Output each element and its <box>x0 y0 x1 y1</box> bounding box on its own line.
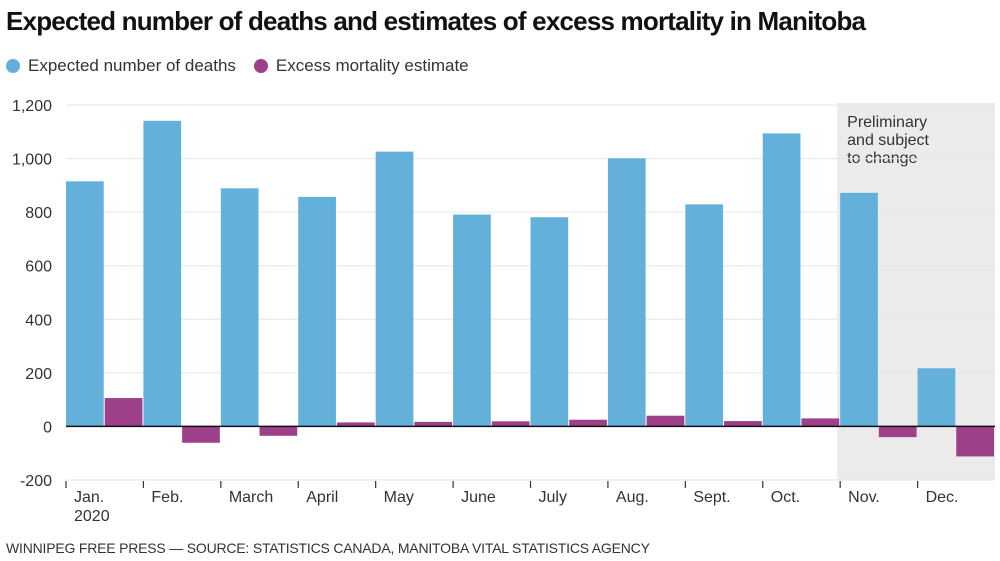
expected-deaths-bar <box>762 133 801 427</box>
expected-deaths-bar <box>375 151 414 427</box>
expected-deaths-bar <box>685 204 724 427</box>
source-credit: WINNIPEG FREE PRESS — SOURCE: STATISTICS… <box>6 540 650 556</box>
preliminary-annotation-line: Preliminary <box>847 114 927 131</box>
excess-mortality-bar <box>801 418 840 427</box>
x-tick-label: Aug. <box>616 489 649 506</box>
x-tick-label: Feb. <box>151 489 183 506</box>
legend-item-excess: Excess mortality estimate <box>253 56 469 76</box>
expected-deaths-bar <box>220 188 259 427</box>
x-tick-label: Sept. <box>693 489 730 506</box>
excess-mortality-bar <box>569 419 607 427</box>
excess-mortality-bar <box>491 421 530 427</box>
legend-item-expected: Expected number of deaths <box>6 56 236 76</box>
excess-mortality-bar <box>414 421 453 427</box>
legend: Expected number of deaths Excess mortali… <box>6 56 487 76</box>
excess-mortality-bar <box>336 422 375 427</box>
y-tick-label: 200 <box>25 366 52 383</box>
expected-deaths-bar <box>530 217 569 427</box>
excess-mortality-bar <box>182 426 220 443</box>
y-tick-label: 1,000 <box>12 152 52 169</box>
x-tick-label: May <box>384 489 414 506</box>
expected-deaths-bar <box>453 214 491 427</box>
x-tick-label: Nov. <box>848 489 880 506</box>
chart-title: Expected number of deaths and estimates … <box>6 6 866 36</box>
x-tick-label: Oct. <box>771 489 800 506</box>
expected-deaths-bar <box>66 181 104 427</box>
excess-mortality-bar <box>104 398 143 427</box>
y-tick-label: 1,200 <box>12 98 52 115</box>
y-tick-label: 0 <box>43 419 52 436</box>
y-tick-label: 800 <box>25 205 52 222</box>
expected-deaths-bar <box>607 158 646 427</box>
expected-deaths-bar <box>143 120 182 427</box>
expected-deaths-bar <box>840 192 878 427</box>
excess-mortality-bar <box>956 426 994 457</box>
circle-icon <box>6 59 20 73</box>
circle-icon <box>253 59 268 73</box>
legend-label-expected: Expected number of deaths <box>28 56 236 75</box>
x-tick-label: Dec. <box>926 489 959 506</box>
preliminary-annotation-line: and subject <box>847 132 929 149</box>
x-tick-label: March <box>229 489 273 506</box>
excess-mortality-bar <box>878 426 917 438</box>
expected-deaths-bar <box>917 368 956 427</box>
x-tick-label: April <box>306 489 338 506</box>
y-tick-label: -200 <box>20 473 52 490</box>
y-tick-label: 400 <box>25 312 52 329</box>
x-tick-label: Jan. <box>74 489 104 506</box>
excess-mortality-bar <box>646 415 685 427</box>
excess-mortality-bar <box>259 426 298 436</box>
x-tick-label: June <box>461 489 496 506</box>
x-tick-sublabel: 2020 <box>74 508 110 525</box>
legend-label-excess: Excess mortality estimate <box>275 56 469 75</box>
excess-mortality-bar <box>724 421 762 427</box>
y-tick-label: 600 <box>25 259 52 276</box>
x-tick-label: July <box>539 489 567 506</box>
expected-deaths-bar <box>298 196 336 427</box>
